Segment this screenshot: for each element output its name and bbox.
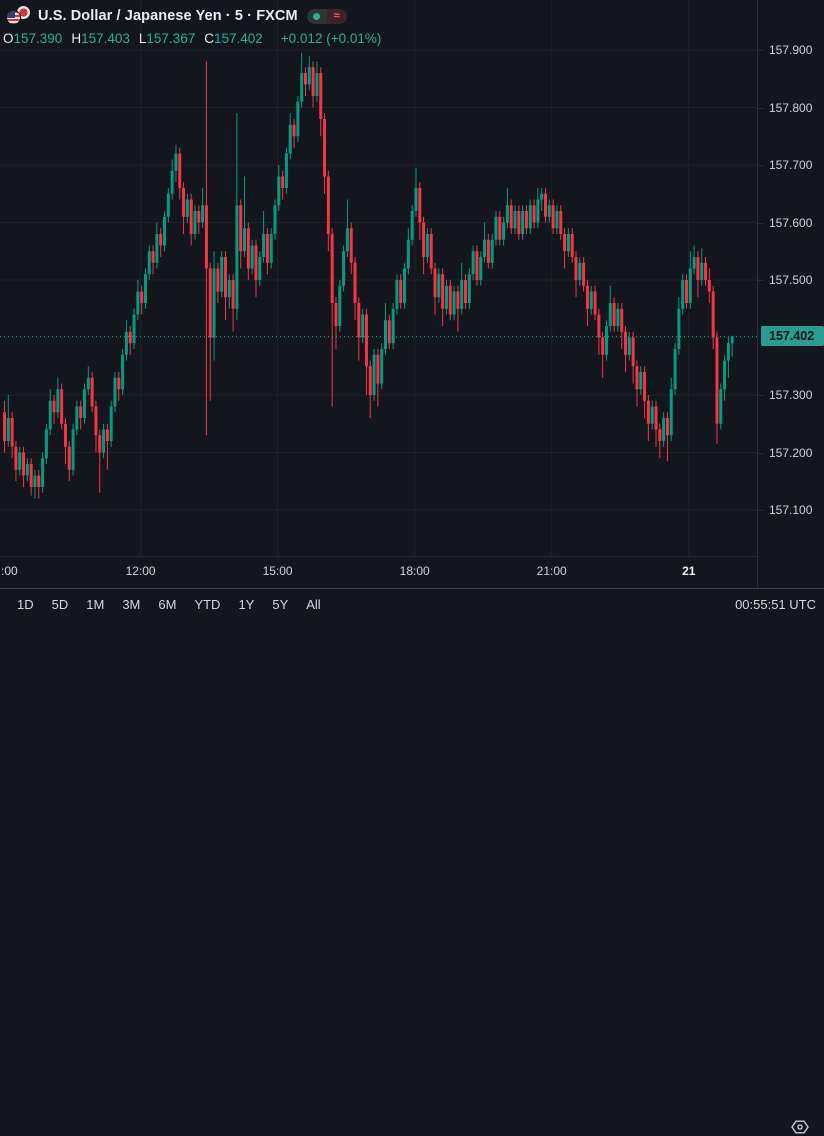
- time-axis-label: 18:00: [399, 564, 430, 578]
- price-tick-mark: [758, 107, 763, 109]
- price-axis-label: 157.700: [769, 158, 813, 172]
- range-button-all[interactable]: All: [306, 596, 321, 612]
- price-tick-mark: [758, 222, 763, 224]
- price-axis-label: 157.200: [769, 445, 813, 460]
- change-value: +0.012 (+0.01%): [280, 31, 382, 46]
- range-button-1d[interactable]: 1D: [17, 596, 34, 612]
- range-buttons: 1D 5D 1M 3M 6M YTD 1Y 5Y All: [8, 594, 330, 615]
- price-axis-label: 157.900: [769, 43, 813, 57]
- candles-canvas[interactable]: [0, 0, 757, 556]
- price-tick-mark: [758, 510, 763, 511]
- price-tick-mark: [758, 452, 763, 454]
- delayed-data-icon: ≈: [326, 8, 347, 24]
- time-axis-label: 21: [682, 564, 696, 578]
- range-button-1y[interactable]: 1Y: [238, 596, 255, 612]
- time-axis-label: 21:00: [536, 564, 567, 578]
- high-value: 157.403: [81, 31, 130, 46]
- range-button-5d[interactable]: 5D: [51, 596, 69, 612]
- market-status-badge[interactable]: ≈: [306, 8, 347, 24]
- time-axis-label: 12:00: [125, 564, 156, 578]
- open-label: O: [3, 31, 14, 46]
- range-button-5y[interactable]: 5Y: [272, 596, 289, 612]
- time-axis[interactable]: :00 12:00 15:00 18:00 21:00 21: [0, 556, 809, 1134]
- open-value: 157.390: [13, 31, 63, 46]
- time-axis-label: 15:00: [262, 564, 293, 578]
- low-label: L: [138, 31, 147, 46]
- high-label: H: [71, 31, 82, 46]
- price-tick-mark: [758, 280, 763, 281]
- hexagon-settings-icon[interactable]: [791, 1118, 809, 1136]
- usdjpy-flags-icon: [6, 6, 32, 26]
- range-button-ytd[interactable]: YTD: [194, 596, 221, 612]
- close-value: 157.402: [213, 31, 263, 46]
- symbol-title[interactable]: U.S. Dollar / Japanese Yen · 5 · FXCM: [38, 8, 298, 24]
- candlestick-chart[interactable]: [0, 0, 757, 556]
- price-tick-mark: [758, 165, 763, 166]
- price-axis-label: 157.600: [769, 215, 813, 230]
- us-flag-icon: [6, 10, 21, 25]
- range-button-6m[interactable]: 6M: [158, 596, 177, 612]
- range-button-3m[interactable]: 3M: [122, 596, 141, 612]
- price-axis[interactable]: 157.402 157.900 157.800 157.700 157.600 157.…: [757, 0, 824, 588]
- price-axis-label: 157.500: [769, 273, 813, 287]
- ohlc-readout: O157.390 H157.403 L157.367 C157.402 +0.0…: [3, 31, 381, 46]
- time-axis-label: :00: [1, 564, 18, 578]
- symbol-header[interactable]: U.S. Dollar / Japanese Yen · 5 · FXCM ≈: [6, 6, 347, 26]
- price-axis-label: 157.100: [769, 503, 813, 517]
- low-value: 157.367: [146, 31, 196, 46]
- close-label: C: [204, 31, 214, 46]
- range-toolbar: 1D 5D 1M 3M 6M YTD 1Y 5Y All 00:55:51 UTC: [0, 588, 824, 619]
- price-axis-label: 157.800: [769, 100, 813, 115]
- price-tick-mark: [758, 50, 763, 51]
- timezone-clock-button[interactable]: 00:55:51 UTC: [735, 596, 816, 612]
- current-price-label: 157.402: [761, 326, 824, 347]
- price-tick-mark: [758, 395, 763, 396]
- market-open-dot-icon: [306, 8, 327, 24]
- range-button-1m[interactable]: 1M: [86, 596, 105, 612]
- price-axis-label: 157.300: [769, 388, 813, 402]
